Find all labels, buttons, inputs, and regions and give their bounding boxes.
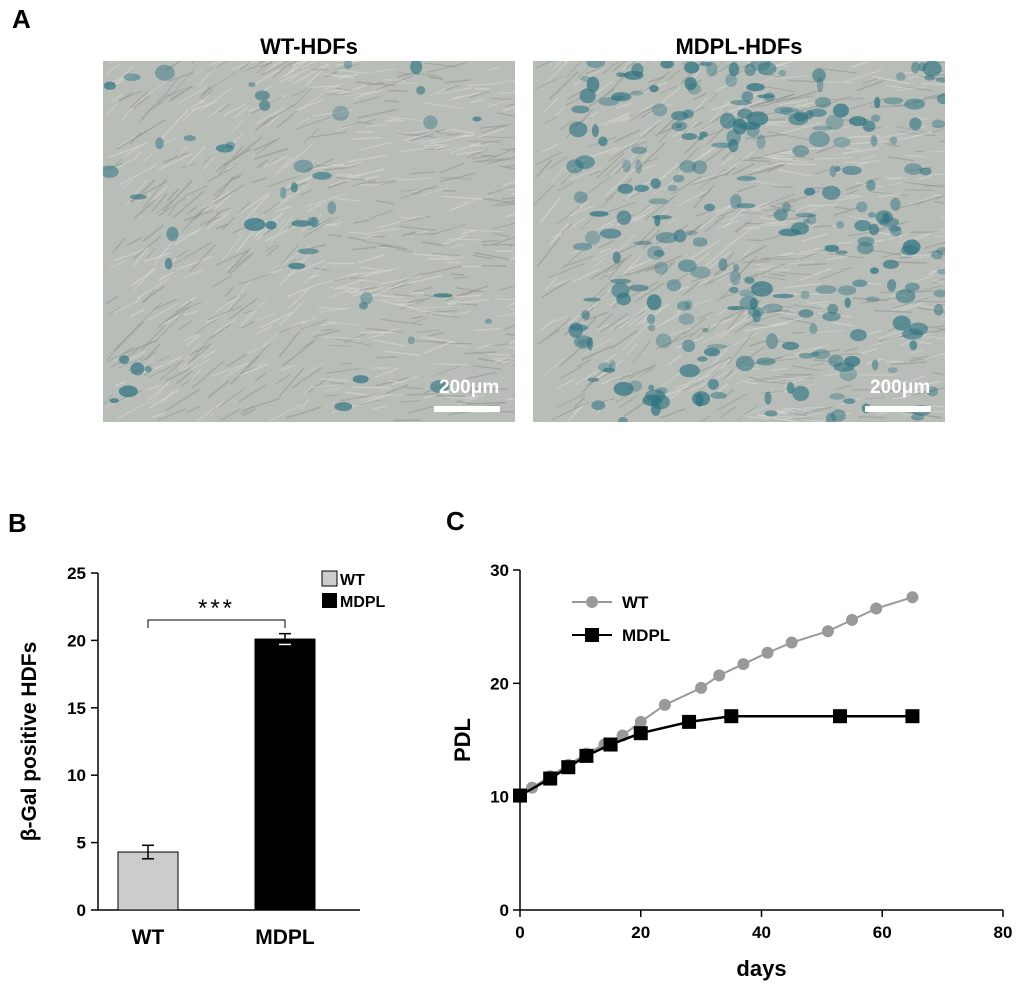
bar-wt xyxy=(117,851,179,911)
data-point-wt xyxy=(737,658,750,671)
data-point-mdpl xyxy=(513,788,527,803)
bar-chart: 0 5 10 15 20 25 WT MDPL *** β-Gal positive HDFs WT… xyxy=(18,564,386,949)
data-point-mdpl xyxy=(682,714,697,729)
bar-mdpl xyxy=(254,638,316,911)
y-tick-label: 20 xyxy=(67,631,86,650)
data-point-mdpl xyxy=(905,709,920,724)
x-tick-label-mdpl: MDPL xyxy=(255,926,315,949)
data-point-mdpl xyxy=(579,748,594,763)
data-point-mdpl xyxy=(724,709,739,724)
x-tick-label: 60 xyxy=(873,923,892,942)
x-tick-label-wt: WT xyxy=(132,926,165,949)
panel-c-label: C xyxy=(446,506,465,536)
data-point-wt xyxy=(785,636,798,649)
series-line-wt xyxy=(519,596,913,797)
panel-a-label: A xyxy=(12,4,31,34)
micrograph-mdpl: 200μm xyxy=(533,61,945,422)
legend-label-wt: WT xyxy=(340,572,365,589)
legend-swatch-wt xyxy=(321,570,338,587)
significance-label: *** xyxy=(198,595,235,622)
y-tick-label: 10 xyxy=(490,788,509,807)
data-point-mdpl xyxy=(561,760,576,775)
data-point-wt xyxy=(761,646,774,659)
scale-bar-wt xyxy=(434,406,500,412)
series-line-mdpl xyxy=(519,714,913,797)
y-tick-label: 15 xyxy=(67,699,86,718)
x-tick-label: 80 xyxy=(994,923,1013,942)
x-tick-label: 0 xyxy=(515,923,524,942)
micrograph-wt-title: WT-HDFs xyxy=(260,34,358,59)
y-tick-label: 30 xyxy=(490,561,509,580)
legend-label-wt: WT xyxy=(622,593,649,612)
micrograph-background xyxy=(103,61,515,422)
y-tick-label: 0 xyxy=(500,901,509,920)
y-axis-label: PDL xyxy=(450,718,475,762)
data-point-mdpl xyxy=(603,737,618,752)
micrograph-wt: 200μm xyxy=(103,61,515,422)
data-point-wt xyxy=(695,681,708,694)
legend-marker-wt xyxy=(586,596,598,608)
micrograph-wt-image xyxy=(103,61,515,422)
data-point-wt xyxy=(821,625,834,638)
scale-bar-mdpl xyxy=(865,406,931,412)
y-tick-label: 10 xyxy=(67,766,86,785)
data-point-wt xyxy=(634,715,647,728)
scale-label-wt: 200μm xyxy=(439,377,500,398)
micrograph-mdpl-image xyxy=(533,61,945,422)
y-tick-label: 25 xyxy=(67,564,86,583)
micrograph-mdpl-title: MDPL-HDFs xyxy=(675,34,803,59)
legend-label-mdpl: MDPL xyxy=(622,626,670,645)
y-tick-label: 0 xyxy=(77,901,86,920)
legend-swatch-mdpl xyxy=(322,593,337,608)
x-tick-label: 40 xyxy=(752,923,771,942)
panel-b-label: B xyxy=(8,508,27,538)
beta-gal-stain xyxy=(103,61,492,412)
line-chart: 0 10 20 30 0 20 40 60 80 days PDL WT MDPL xyxy=(450,561,1013,981)
beta-gal-stain xyxy=(566,61,945,422)
data-point-wt xyxy=(870,602,883,615)
y-axis-label: β-Gal positive HDFs xyxy=(18,642,41,842)
data-point-wt xyxy=(658,698,671,711)
legend-marker-mdpl xyxy=(585,628,599,642)
data-point-mdpl xyxy=(633,726,648,741)
x-axis-label: days xyxy=(736,956,786,981)
y-tick-label: 5 xyxy=(77,834,86,853)
scale-label-mdpl: 200μm xyxy=(870,377,931,398)
data-point-wt xyxy=(906,591,919,604)
data-point-wt xyxy=(846,613,859,626)
data-point-wt xyxy=(713,669,726,682)
significance-bracket xyxy=(147,619,286,628)
data-point-mdpl xyxy=(832,709,847,724)
legend-label-mdpl: MDPL xyxy=(340,594,386,611)
x-tick-label: 20 xyxy=(631,923,650,942)
data-point-mdpl xyxy=(543,771,558,786)
y-tick-label: 20 xyxy=(490,674,509,693)
cell-texture xyxy=(103,61,515,422)
